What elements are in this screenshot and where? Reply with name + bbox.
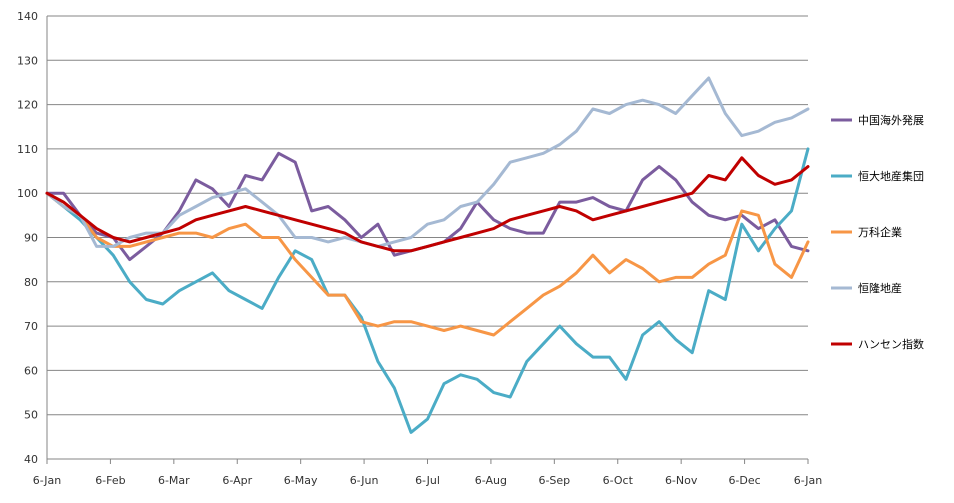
gridlines bbox=[47, 15, 808, 460]
x-tick-label: 6-Dec bbox=[728, 474, 760, 487]
y-tick-label: 130 bbox=[17, 54, 38, 67]
series-line-2 bbox=[45, 191, 810, 337]
y-axis: 40 50 60 70 80 90 100 110 120 130 140 bbox=[17, 10, 38, 466]
y-tick-label: 110 bbox=[17, 143, 38, 156]
y-tick-label: 60 bbox=[24, 364, 38, 377]
legend-label-4: ハンセン指数 bbox=[858, 337, 924, 351]
y-tick-label: 70 bbox=[24, 320, 38, 333]
x-tick-label: 6-Jun bbox=[350, 474, 379, 487]
x-tick-label: 6-Jan bbox=[33, 474, 62, 487]
x-tick-label: 6-Mar bbox=[158, 474, 190, 487]
x-tick-label: 6-Oct bbox=[603, 474, 634, 487]
x-tick-label: 6-Aug bbox=[475, 474, 507, 487]
legend-label-1: 恒大地産集団 bbox=[858, 169, 924, 183]
x-tick-label: 6-May bbox=[284, 474, 318, 487]
legend-label-3: 恒隆地産 bbox=[858, 281, 902, 295]
series-line-3 bbox=[45, 76, 810, 248]
x-tick-label: 6-Jul bbox=[415, 474, 440, 487]
x-axis: 6-Jan 6-Feb 6-Mar 6-Apr 6-May 6-Jun 6-Jul 6-Aug… bbox=[33, 459, 823, 487]
y-tick-label: 80 bbox=[24, 276, 38, 289]
legend-label-2: 万科企業 bbox=[858, 225, 902, 239]
x-tick-label: 6-Jan bbox=[794, 474, 823, 487]
y-tick-label: 50 bbox=[24, 409, 38, 422]
series-line-1 bbox=[45, 147, 810, 434]
x-tick-label: 6-Feb bbox=[95, 474, 125, 487]
y-tick-label: 90 bbox=[24, 232, 38, 245]
x-tick-label: 6-Sep bbox=[538, 474, 570, 487]
x-tick-label: 6-Apr bbox=[222, 474, 252, 487]
series-line-4 bbox=[45, 156, 810, 253]
y-tick-label: 100 bbox=[17, 187, 38, 200]
legend-label-0: 中国海外発展 bbox=[858, 113, 924, 127]
x-tick-label: 6-Nov bbox=[665, 474, 698, 487]
y-tick-label: 140 bbox=[17, 10, 38, 23]
series-lines bbox=[45, 76, 810, 434]
y-tick-label: 40 bbox=[24, 453, 38, 466]
y-tick-label: 120 bbox=[17, 99, 38, 112]
